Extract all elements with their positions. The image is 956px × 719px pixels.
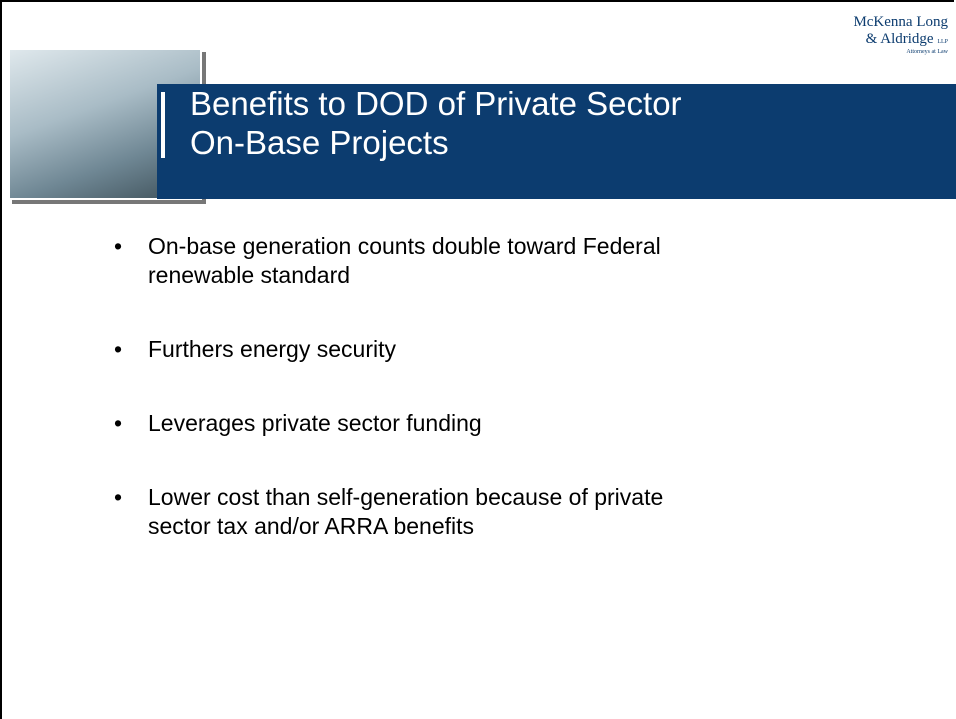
bullet-line: Leverages private sector funding [148,410,482,436]
bullet-line: On-base generation counts double toward … [148,233,661,259]
bullet: Leverages private sector funding [114,409,914,438]
logo-text: & Aldridge [865,31,934,47]
logo-line: & Aldridge LLP [853,31,948,48]
logo-line: Attorneys at Law [906,49,948,55]
logo: McKenna Long & Aldridge LLP Attorneys at… [853,14,948,56]
title-line: Benefits to DOD of Private Sector [190,85,682,122]
bullet-line: Furthers energy security [148,336,396,362]
bullet-line: sector tax and/or ARRA benefits [148,513,475,539]
bullet-line: Lower cost than self-generation because … [148,484,664,510]
logo-line: McKenna Long [853,14,948,30]
bullet: On-base generation counts double toward … [114,232,914,290]
bullet-list: On-base generation counts double toward … [114,232,914,586]
bullet: Lower cost than self-generation because … [114,483,914,541]
title-line: On-Base Projects [190,124,449,161]
logo-text: LLP [937,39,948,45]
slide-title: Benefits to DOD of Private Sector On-Bas… [190,84,682,162]
title-bar [157,84,956,199]
separator [161,92,165,158]
bullet-line: renewable standard [148,262,351,288]
bullet: Furthers energy security [114,335,914,364]
